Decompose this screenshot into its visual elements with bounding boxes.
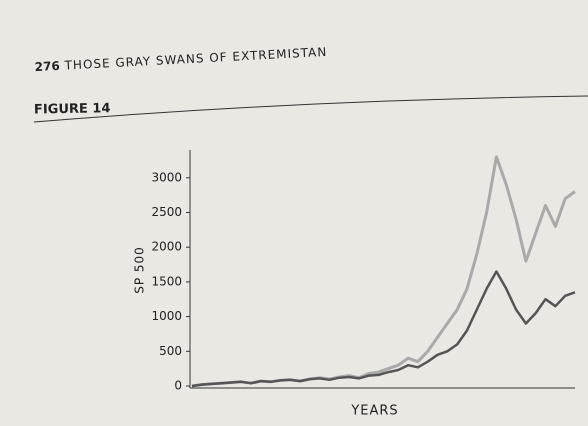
series-line bbox=[191, 270, 576, 388]
x-axis-label: YEARS bbox=[350, 404, 398, 419]
y-tick-label: 2000 bbox=[151, 240, 182, 254]
y-tick-label: 500 bbox=[159, 344, 182, 358]
y-tick-label: 1500 bbox=[151, 274, 182, 288]
y-tick-label: 3000 bbox=[151, 170, 182, 184]
y-axis-label: SP 500 bbox=[133, 246, 147, 294]
y-tick-label: 1000 bbox=[151, 309, 182, 323]
rule bbox=[33, 95, 588, 123]
page-number: 276 bbox=[34, 59, 60, 74]
figure-label: FIGURE 14 bbox=[34, 101, 111, 117]
y-tick-label: 0 bbox=[174, 379, 182, 393]
plot: 0 500 1000 1500 2000 2500 3000 SP 500 YEARS bbox=[133, 150, 576, 419]
y-tick-label: 2500 bbox=[151, 205, 182, 219]
